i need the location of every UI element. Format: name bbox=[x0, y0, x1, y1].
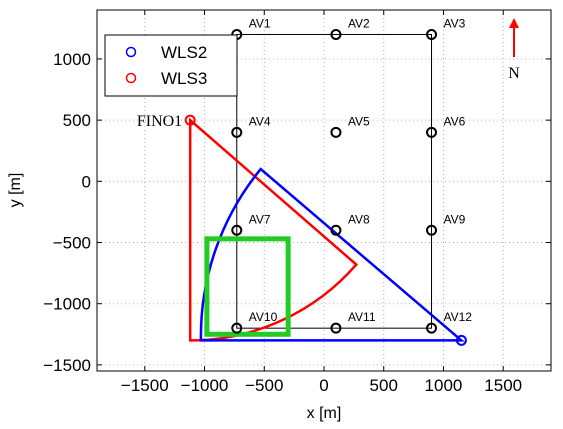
grid-point-marker bbox=[330, 126, 342, 138]
x-tick-label: 1000 bbox=[425, 376, 463, 395]
grid-point-marker bbox=[330, 28, 342, 40]
axis-ticks bbox=[97, 10, 551, 371]
grid-point-marker bbox=[330, 224, 342, 236]
grid-point-marker bbox=[426, 28, 438, 40]
grid-point-label: AV9 bbox=[444, 212, 466, 226]
grid-point-marker bbox=[231, 322, 243, 334]
grid-point-label: AV1 bbox=[249, 16, 271, 30]
y-tick-label: 500 bbox=[63, 111, 91, 130]
highlight-box bbox=[204, 236, 291, 337]
grid-point-marker bbox=[426, 126, 438, 138]
legend-marker bbox=[125, 72, 137, 84]
measurement-points: AV1 AV2 AV3 AV4 AV5 AV6 AV7 AV8 AV9 AV10 AV11 AV12 F… bbox=[137, 16, 473, 346]
x-tick-label: 500 bbox=[370, 376, 398, 395]
legend-marker bbox=[125, 46, 137, 58]
north-arrow: N bbox=[508, 18, 520, 82]
grid-point-marker bbox=[231, 126, 243, 138]
x-tick-label: 0 bbox=[319, 376, 328, 395]
y-tick-label: −500 bbox=[53, 234, 91, 253]
legend-label: WLS3 bbox=[161, 69, 207, 88]
wls3-scan-sector bbox=[188, 117, 359, 342]
y-tick-labels: −1500 −1000 −500 0 500 1000 bbox=[43, 50, 91, 375]
x-axis-label: x [m] bbox=[307, 405, 342, 422]
x-tick-label: 1500 bbox=[484, 376, 522, 395]
grid-point-label: AV6 bbox=[444, 114, 466, 128]
grid-point-label: AV2 bbox=[348, 16, 370, 30]
x-tick-labels: −1500 −1000 −500 0 500 1000 1500 bbox=[121, 376, 522, 395]
legend-label: WLS2 bbox=[161, 43, 207, 62]
grid-point-marker bbox=[231, 224, 243, 236]
measurement-grid-boundary bbox=[236, 33, 433, 329]
legend-box bbox=[104, 34, 238, 97]
grid-point-label: AV5 bbox=[348, 114, 370, 128]
legend: WLS2 WLS3 bbox=[104, 34, 238, 97]
grid-point-label: AV4 bbox=[249, 114, 271, 128]
fino1-label: FINO1 bbox=[137, 113, 182, 130]
x-tick-label: −1000 bbox=[181, 376, 229, 395]
x-tick-label: −500 bbox=[245, 376, 283, 395]
x-tick-label: −1500 bbox=[121, 376, 169, 395]
grid-point-label: AV3 bbox=[444, 16, 466, 30]
wls3-position-marker bbox=[184, 114, 196, 126]
grid-point-label: AV12 bbox=[444, 310, 473, 324]
grid-point-label: AV7 bbox=[249, 212, 271, 226]
grid-point-label: AV10 bbox=[249, 310, 278, 324]
y-tick-label: 0 bbox=[82, 172, 91, 191]
grid-point-marker bbox=[426, 224, 438, 236]
grid-point-label: AV11 bbox=[348, 310, 376, 324]
north-arrow-head bbox=[509, 18, 519, 28]
y-tick-label: −1000 bbox=[43, 295, 91, 314]
north-label: N bbox=[508, 65, 520, 82]
grid-point-marker bbox=[426, 322, 438, 334]
grid-point-label: AV8 bbox=[348, 212, 370, 226]
sector-shapes bbox=[188, 33, 465, 342]
grid-point-marker bbox=[330, 322, 342, 334]
y-tick-label: 1000 bbox=[53, 50, 91, 69]
y-axis-label: y [m] bbox=[7, 173, 24, 208]
y-tick-label: −1500 bbox=[43, 356, 91, 375]
wls2-scan-sector bbox=[199, 167, 465, 342]
wls2-position-marker bbox=[455, 334, 467, 346]
